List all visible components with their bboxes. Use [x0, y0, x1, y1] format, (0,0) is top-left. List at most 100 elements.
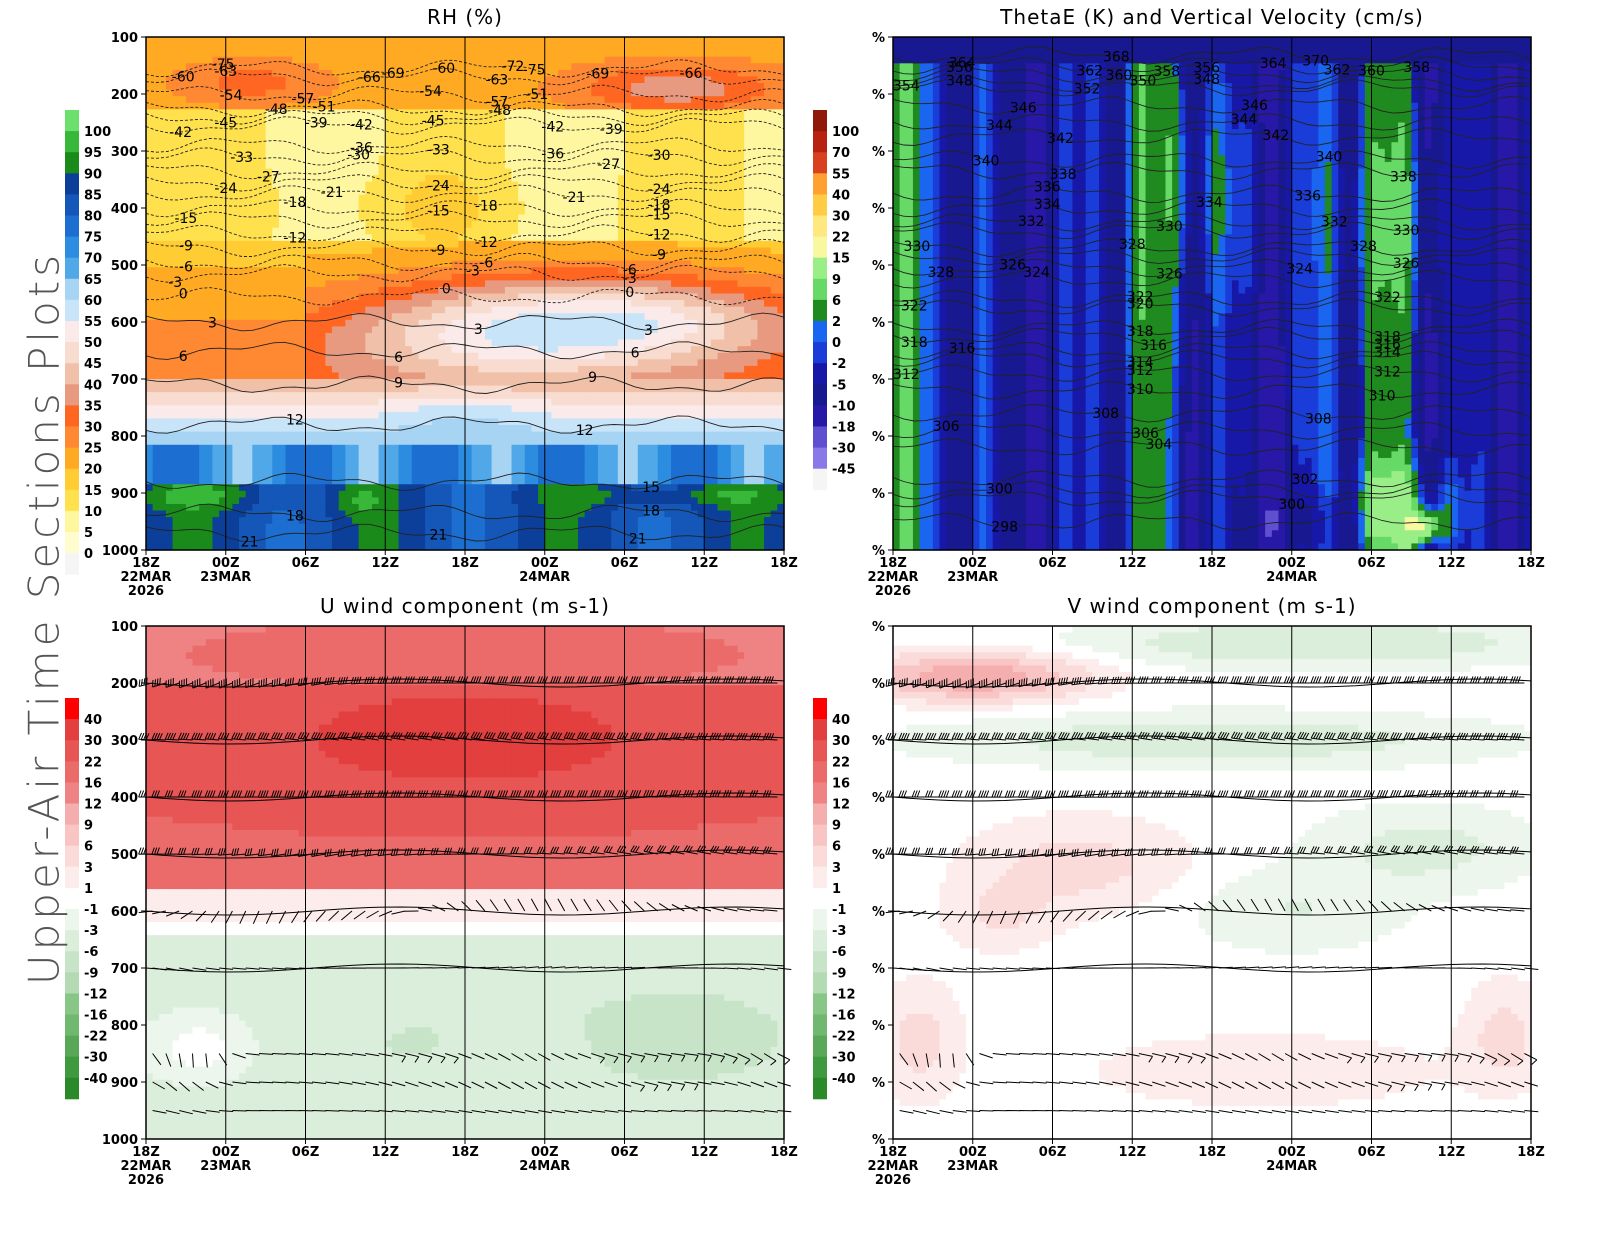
contour-label: -27	[257, 169, 280, 185]
contour-label: -27	[597, 157, 620, 173]
colorbar-swatch	[813, 469, 827, 491]
colorbar-label: 55	[84, 315, 102, 330]
y-tick-label: %	[872, 316, 885, 331]
contour-label: 334	[1034, 197, 1061, 213]
y-tick-label: 700	[111, 962, 138, 977]
contour-label: 308	[1092, 406, 1119, 422]
contour-label: 342	[1262, 128, 1289, 144]
colorbar-label: 15	[84, 484, 102, 499]
contour-label: -42	[169, 125, 192, 141]
contour-label: 298	[991, 520, 1018, 536]
contour-label: -15	[648, 208, 671, 224]
contour-label: 12	[576, 423, 594, 439]
contour-label: 358	[1403, 60, 1430, 76]
y-tick-label: %	[872, 31, 885, 46]
y-tick-label: %	[872, 544, 885, 559]
y-tick-label: 600	[111, 905, 138, 920]
colorbar-label: 40	[832, 188, 850, 203]
x-tick-label: 00Z	[531, 1145, 559, 1160]
contour-label: 336	[1034, 180, 1061, 196]
x-tick-label: 12Z	[690, 1145, 718, 1160]
panel-title: U wind component (m s-1)	[320, 594, 610, 618]
y-tick-label: 1000	[102, 1133, 138, 1148]
contour-label: 308	[1305, 412, 1332, 428]
x-tick-sublabel: 22MAR	[867, 570, 918, 585]
colorbar-label: 20	[84, 463, 102, 478]
colorbar-label: 65	[84, 273, 102, 288]
y-tick-label: %	[872, 145, 885, 160]
contour-label: 360	[1106, 68, 1133, 84]
colorbar-swatch	[65, 216, 79, 238]
x-tick-label: 00Z	[531, 556, 559, 571]
contour-label: 338	[1390, 169, 1417, 185]
colorbar-swatch	[813, 719, 827, 741]
contour-label: 344	[1231, 112, 1258, 128]
colorbar-label: 25	[84, 442, 102, 457]
colorbar-swatch	[813, 740, 827, 762]
contour-label: -33	[427, 143, 450, 159]
colorbar-swatch	[813, 993, 827, 1015]
colorbar-label: -9	[832, 966, 846, 981]
colorbar-label: 22	[84, 755, 102, 770]
contour-label: 0	[625, 285, 634, 301]
contour-label: -21	[563, 190, 586, 206]
panel-thetae: 3683703643623643623563603583563603583543…	[813, 5, 1545, 599]
x-tick-sublabel: 2026	[128, 584, 164, 599]
colorbar-label: -40	[832, 1072, 856, 1087]
colorbar-swatch	[65, 173, 79, 195]
y-tick-label: 900	[111, 1076, 138, 1091]
colorbar-label: 55	[832, 167, 850, 182]
colorbar-swatch	[813, 300, 827, 322]
contour-label: 6	[394, 350, 403, 366]
x-tick-sublabel: 2026	[128, 1173, 164, 1188]
colorbar-swatch	[65, 1057, 79, 1079]
colorbar-swatch	[65, 152, 79, 174]
colorbar-swatch	[813, 405, 827, 427]
contour-label: -66	[680, 66, 703, 82]
y-tick-label: 500	[111, 848, 138, 863]
colorbar-label: -45	[832, 463, 856, 478]
y-tick-label: %	[872, 677, 885, 692]
colorbar-swatch	[813, 448, 827, 470]
x-tick-label: 00Z	[212, 556, 240, 571]
contour-label: 9	[588, 370, 597, 386]
contour-label: 348	[1193, 72, 1220, 88]
y-tick-label: 600	[111, 316, 138, 331]
contour-label: 324	[1286, 262, 1313, 278]
contour-label: -48	[265, 102, 288, 118]
colorbar-swatch	[813, 427, 827, 449]
contour-label: 0	[442, 282, 451, 298]
contour-label: 332	[1018, 214, 1045, 230]
y-tick-label: %	[872, 1133, 885, 1148]
x-tick-label: 06Z	[1358, 1145, 1386, 1160]
colorbar-swatch	[813, 131, 827, 153]
colorbar-swatch	[813, 951, 827, 973]
x-tick-label: 06Z	[611, 1145, 639, 1160]
x-tick-sublabel: 24MAR	[1266, 570, 1317, 585]
contour-label: -60	[172, 69, 195, 85]
contour-label: 6	[179, 349, 188, 365]
contour-label: -12	[648, 228, 671, 244]
x-tick-label: 12Z	[1437, 1145, 1465, 1160]
colorbar-swatch	[813, 867, 827, 889]
x-tick-label: 12Z	[1437, 556, 1465, 571]
colorbar-label: 75	[84, 231, 102, 246]
colorbar-label: 30	[84, 421, 102, 436]
colorbar-label: 30	[832, 210, 850, 225]
colorbar-swatch	[813, 152, 827, 174]
colorbar-label: -3	[832, 924, 846, 939]
colorbar-label: 10	[84, 505, 102, 520]
colorbar-swatch	[813, 173, 827, 195]
colorbar-swatch	[813, 1078, 827, 1100]
y-tick-label: 100	[111, 620, 138, 635]
colorbar-swatch	[813, 258, 827, 280]
y-tick-label: 200	[111, 677, 138, 692]
colorbar-label: -22	[832, 1030, 856, 1045]
colorbar-label: 100	[84, 125, 111, 140]
colorbar-rh: 1009590858075706560555045403530252015105…	[65, 110, 111, 575]
contour-label: -3	[466, 263, 480, 279]
contour-label: 18	[642, 504, 660, 520]
contour-label: -54	[220, 88, 243, 104]
contour-label: 334	[1196, 195, 1223, 211]
contour-label: -60	[432, 61, 455, 77]
